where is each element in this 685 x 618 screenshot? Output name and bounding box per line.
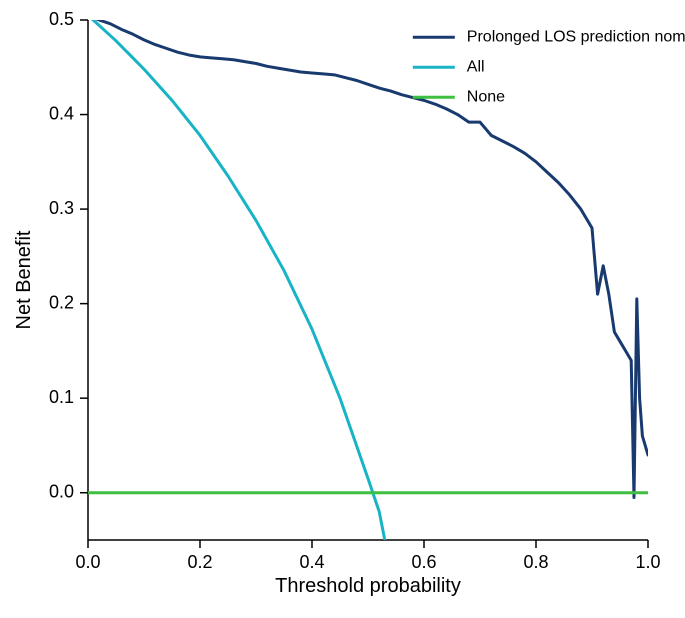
decision-curve-chart: 0.0 0.2 0.4 0.6 0.8 1.0 0.0 0.1 0.2 0.3 0.4 0.5 Thre… [0, 0, 685, 618]
x-tick-label: 0.0 [75, 552, 100, 572]
y-tick-label: 0.4 [49, 103, 74, 123]
chart-svg: 0.0 0.2 0.4 0.6 0.8 1.0 0.0 0.1 0.2 0.3 0.4 0.5 Thre… [0, 0, 685, 618]
x-tick-label: 0.2 [187, 552, 212, 572]
y-axis-title: Net Benefit [13, 230, 35, 329]
y-tick-label: 0.3 [49, 198, 74, 218]
legend-label: None [467, 88, 505, 105]
x-tick-label: 0.4 [299, 552, 324, 572]
chart-bg [0, 0, 685, 618]
y-tick-label: 0.0 [49, 481, 74, 501]
legend-label: All [467, 58, 485, 75]
y-tick-label: 0.5 [49, 9, 74, 29]
y-tick-label: 0.2 [49, 292, 74, 312]
x-tick-label: 0.6 [411, 552, 436, 572]
legend-label: Prolonged LOS prediction nomogram [467, 28, 685, 45]
y-tick-label: 0.1 [49, 387, 74, 407]
x-axis-title: Threshold probability [275, 575, 461, 597]
x-tick-label: 0.8 [523, 552, 548, 572]
x-tick-label: 1.0 [635, 552, 660, 572]
